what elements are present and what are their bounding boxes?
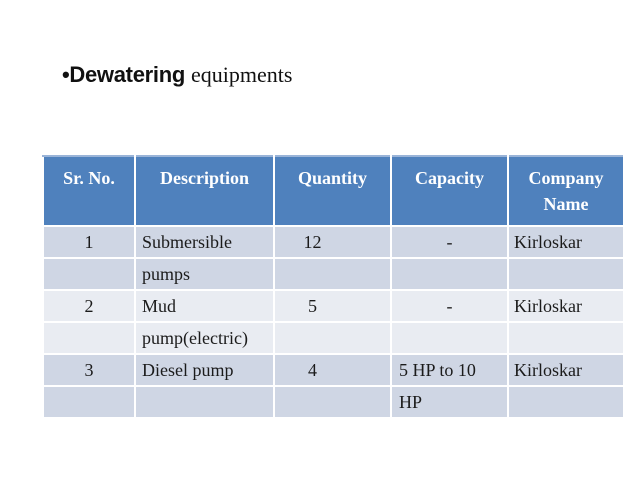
column-header: Quantity (273, 155, 392, 227)
table-header-row: Sr. No. Description Quantity Capacity Compan… (42, 155, 625, 227)
column-header: Company Name (507, 155, 625, 227)
table-cell: 2 (42, 289, 136, 323)
table-cell (507, 385, 625, 419)
table-cell (273, 321, 392, 355)
table-cell (390, 321, 509, 355)
slide-title-main: Dewatering (69, 62, 185, 87)
dewatering-equipment-table: Sr. No. Description Quantity Capacity Compan… (42, 155, 625, 419)
column-header-line: Capacity (415, 168, 484, 188)
table-cell: HP (390, 385, 509, 419)
table-cell (273, 257, 392, 291)
table-cell (273, 385, 392, 419)
table-cell: 5 HP to 10 (390, 353, 509, 387)
table-cell: 3 (42, 353, 136, 387)
table-cell: Kirloskar (507, 289, 625, 323)
slide-title-secondary: equipments (191, 62, 293, 87)
table-cell: Submersible (134, 225, 275, 259)
table-body: 1 Submersible 12- Kirloskar pumps 2 Mud 5- Kirlo… (42, 225, 625, 419)
table-cell (42, 321, 136, 355)
table-cell: 12 (273, 225, 392, 259)
table-cell (42, 385, 136, 419)
table-row: pumps (42, 257, 625, 291)
table-row: 1 Submersible 12- Kirloskar (42, 225, 625, 259)
table-cell: Diesel pump (134, 353, 275, 387)
column-header-line: Name (543, 194, 589, 214)
table-row: 2 Mud 5- Kirloskar (42, 289, 625, 323)
column-header-line: Company (528, 168, 604, 188)
table-cell: 4 (273, 353, 392, 387)
table-cell: - (390, 225, 509, 259)
table-header: Sr. No. Description Quantity Capacity Compan… (42, 155, 625, 227)
table-cell: 5 (273, 289, 392, 323)
column-header: Capacity (390, 155, 509, 227)
table-cell: Kirloskar (507, 225, 625, 259)
table-cell (134, 385, 275, 419)
table-cell: 1 (42, 225, 136, 259)
table-cell: Mud (134, 289, 275, 323)
column-header-line: Description (160, 168, 249, 188)
table-cell (390, 257, 509, 291)
table-cell (507, 257, 625, 291)
column-header-line: Sr. No. (63, 168, 115, 188)
bullet-glyph: • (62, 62, 70, 87)
table-cell (507, 321, 625, 355)
table-cell: - (390, 289, 509, 323)
table-row: HP (42, 385, 625, 419)
table-cell: pumps (134, 257, 275, 291)
column-header: Sr. No. (42, 155, 136, 227)
table-cell (42, 257, 136, 291)
table-row: pump(electric) (42, 321, 625, 355)
column-header-line: Quantity (297, 168, 367, 188)
slide-title: •Dewatering equipments (62, 62, 292, 88)
table-cell: pump(electric) (134, 321, 275, 355)
column-header: Description (134, 155, 275, 227)
table-cell: Kirloskar (507, 353, 625, 387)
table-row: 3 Diesel pump 4 5 HP to 10 Kirloskar (42, 353, 625, 387)
